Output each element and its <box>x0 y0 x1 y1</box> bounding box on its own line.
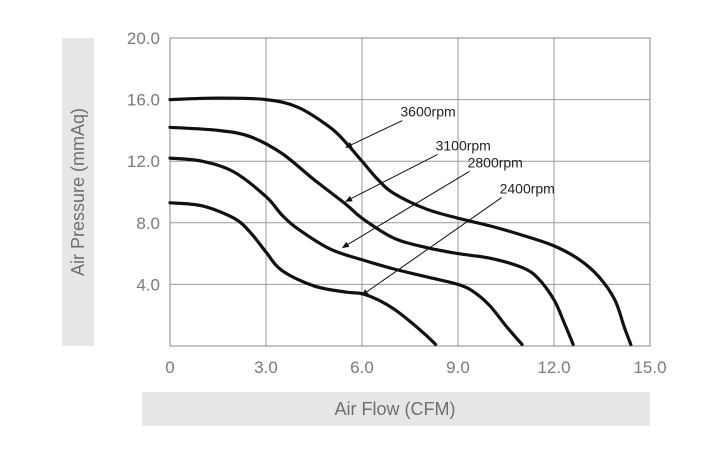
y-tick-label: 8.0 <box>136 214 160 233</box>
curve-2400rpm <box>168 201 438 347</box>
y-tick-label: 12.0 <box>127 152 160 171</box>
x-tick-label: 12.0 <box>537 358 570 377</box>
curve-2800rpm <box>168 156 524 347</box>
curve-3100rpm <box>168 125 575 347</box>
leader-arrow-2400rpm <box>361 197 502 296</box>
leader-arrow-3600rpm <box>345 120 403 148</box>
x-tick-label: 3.0 <box>254 358 278 377</box>
curve-label-2800rpm: 2800rpm <box>468 154 523 170</box>
curve-3600rpm <box>168 96 633 347</box>
x-tick-label: 15.0 <box>633 358 666 377</box>
x-axis-title: Air Flow (CFM) <box>335 399 456 419</box>
x-tick-label: 6.0 <box>350 358 374 377</box>
y-tick-label: 16.0 <box>127 91 160 110</box>
x-tick-label: 0 <box>165 358 174 377</box>
y-tick-label: 20.0 <box>127 29 160 48</box>
y-axis-title: Air Pressure (mmAq) <box>68 108 88 276</box>
plot-frame <box>169 37 651 347</box>
curve-label-3100rpm: 3100rpm <box>436 137 491 153</box>
curve-label-3600rpm: 3600rpm <box>400 104 455 120</box>
x-axis-title-band <box>142 392 650 426</box>
leader-arrow-2800rpm <box>341 170 470 248</box>
y-tick-label: 4.0 <box>136 275 160 294</box>
x-tick-label: 9.0 <box>446 358 470 377</box>
leader-arrow-3100rpm <box>345 153 438 202</box>
y-axis-title-band <box>62 38 94 346</box>
curve-label-2400rpm: 2400rpm <box>500 181 555 197</box>
